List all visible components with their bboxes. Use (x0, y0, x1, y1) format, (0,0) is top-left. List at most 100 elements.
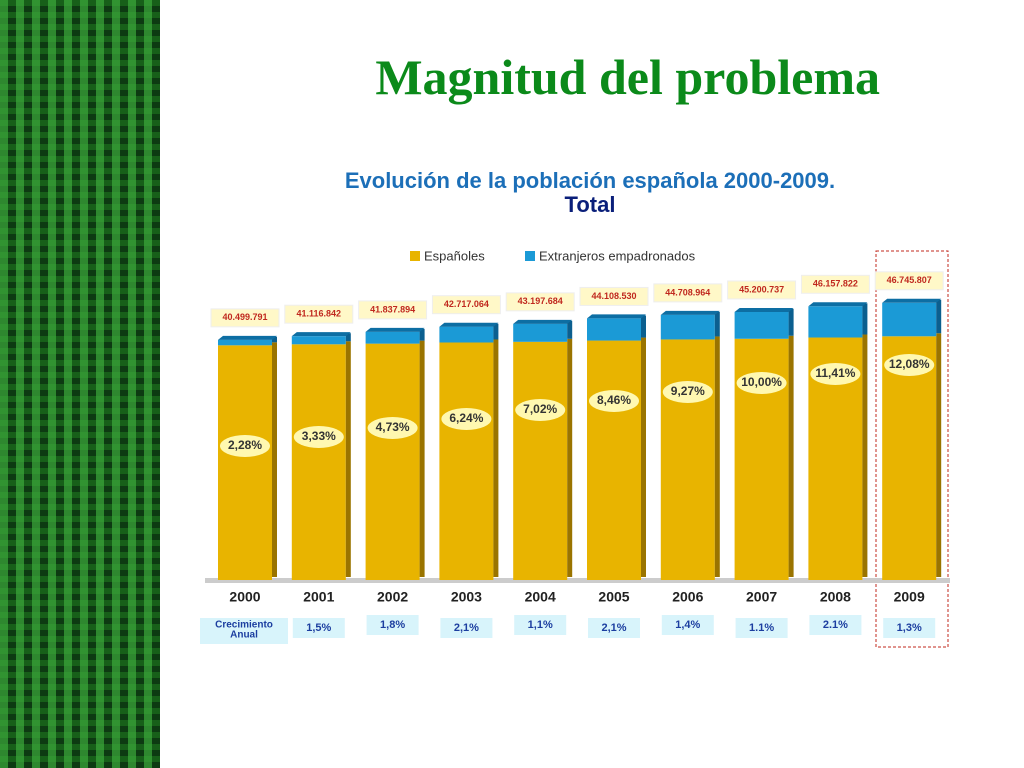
bar-segment (365, 343, 420, 580)
x-tick-label: 2008 (820, 589, 851, 605)
bar-side (714, 311, 720, 337)
bar-segment (365, 331, 420, 344)
growth-title-bg (200, 618, 288, 644)
chart-subtitle: Total (565, 192, 616, 217)
growth-bg (514, 615, 567, 635)
growth-bg (661, 615, 714, 635)
total-label-bg (284, 304, 354, 324)
growth-title: Anual (230, 630, 258, 641)
growth-label: 1,1% (528, 619, 553, 631)
decorative-strip (0, 0, 160, 768)
growth-label: 1,3% (897, 622, 922, 634)
total-label-bg (210, 308, 280, 328)
bar-side (862, 303, 868, 335)
bar-segment (587, 340, 641, 580)
bar-side (788, 308, 794, 336)
x-tick-label: 2006 (672, 589, 703, 605)
growth-label: 1,4% (675, 619, 700, 631)
bar-segment (218, 339, 272, 346)
share-bg (367, 417, 418, 439)
total-label-bg (358, 300, 428, 320)
share-label: 7,02% (523, 402, 557, 416)
x-tick-label: 2003 (451, 589, 482, 605)
x-tick-label: 2007 (746, 589, 777, 605)
share-label: 10,00% (741, 375, 782, 389)
total-label-bg (431, 295, 501, 315)
floor (205, 578, 950, 583)
growth-bg (292, 618, 345, 638)
total-label-bg (874, 271, 944, 291)
bar-segment (439, 326, 494, 343)
share-bg (736, 372, 787, 394)
growth-label: 1,8% (380, 619, 405, 631)
bar-segment (660, 339, 715, 580)
share-label: 4,73% (376, 420, 410, 434)
x-tick-label: 2005 (598, 589, 629, 605)
bar-side (641, 315, 646, 338)
x-tick-label: 2004 (525, 589, 556, 605)
bar-side (272, 342, 277, 577)
bar-side (936, 333, 942, 577)
bar-top (587, 314, 646, 319)
bar-side (936, 299, 942, 334)
share-bg (662, 381, 713, 403)
bar-segment (660, 314, 715, 340)
bar-top (808, 302, 868, 307)
share-label: 9,27% (671, 384, 705, 398)
total-label: 40.499.791 (222, 312, 267, 322)
total-label-bg (579, 286, 649, 306)
bar-side (345, 341, 351, 577)
bar-side (272, 336, 277, 343)
total-label-bg (727, 280, 797, 300)
share-bg (884, 354, 935, 376)
growth-bg (440, 618, 493, 638)
share-label: 6,24% (449, 411, 483, 425)
share-bg (293, 426, 344, 448)
bar-segment (882, 302, 937, 337)
bar-side (788, 335, 794, 577)
bar-segment (513, 341, 568, 580)
bar-segment (808, 306, 863, 338)
legend-swatch (410, 251, 420, 261)
growth-bg (735, 618, 788, 638)
legend-swatch (525, 251, 535, 261)
share-bg (810, 363, 861, 385)
bar-segment (218, 345, 272, 580)
bar-top (365, 327, 425, 332)
legend-label: Españoles (424, 248, 485, 263)
total-label-bg (505, 292, 575, 312)
bar-side (419, 340, 425, 577)
bar-side (641, 337, 646, 577)
chart-title: Evolución de la población española 2000-… (345, 168, 835, 193)
total-label: 41.837.894 (370, 304, 415, 314)
x-tick-label: 2009 (894, 589, 925, 605)
total-label: 46.157.822 (813, 279, 858, 289)
total-label: 46.745.807 (887, 275, 932, 285)
bar-segment (587, 318, 641, 341)
x-tick-label: 2000 (229, 589, 260, 605)
bar-segment (734, 311, 789, 339)
growth-bg (366, 615, 419, 635)
total-label: 43.197.684 (518, 296, 563, 306)
share-label: 8,46% (597, 393, 631, 407)
bar-top (218, 335, 277, 340)
total-label-bg (800, 274, 870, 294)
share-label: 12,08% (889, 357, 930, 371)
share-bg (589, 390, 639, 412)
bar-side (419, 328, 425, 341)
bar-segment (882, 336, 937, 580)
growth-bg (883, 618, 936, 638)
bar-top (882, 298, 942, 303)
bar-top (439, 322, 499, 327)
bar-segment (291, 336, 346, 345)
bar-side (567, 338, 573, 577)
growth-label: 2,1% (454, 622, 479, 634)
growth-bg (588, 618, 640, 638)
growth-label: 2.1% (823, 619, 848, 631)
bar-segment (439, 342, 494, 580)
share-bg (220, 435, 270, 457)
bar-top (291, 332, 351, 337)
total-label: 42.717.064 (444, 299, 489, 309)
total-label: 41.116.842 (297, 309, 342, 319)
